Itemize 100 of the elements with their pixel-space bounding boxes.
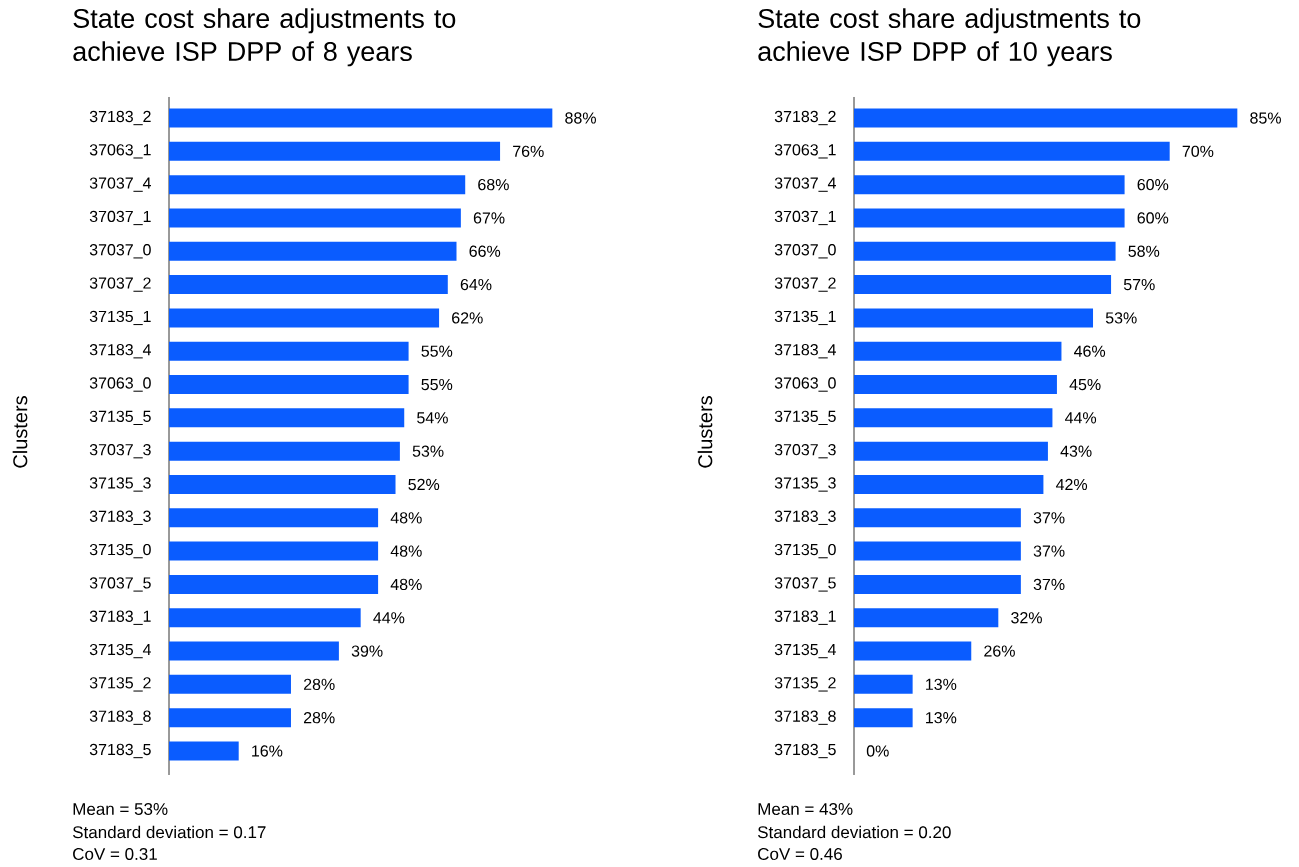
y-tick-label: 37135_3 bbox=[89, 477, 151, 492]
bar bbox=[854, 108, 1238, 128]
data-label: 64% bbox=[460, 278, 492, 291]
y-tick-label: 37037_4 bbox=[774, 177, 836, 192]
bar bbox=[854, 275, 1112, 295]
bar bbox=[169, 541, 379, 561]
y-tick-label: 37135_5 bbox=[774, 410, 836, 426]
bar bbox=[169, 308, 440, 328]
y-tick-label: 37135_5 bbox=[89, 410, 151, 426]
data-label: 39% bbox=[351, 645, 383, 657]
bar bbox=[169, 741, 239, 761]
bar bbox=[169, 674, 291, 694]
y-tick-label: 37183_8 bbox=[89, 710, 151, 725]
y-axis-title: Clusters bbox=[12, 396, 28, 468]
y-tick-label: 37135_1 bbox=[89, 310, 151, 326]
text: Standard deviation = 0.17 bbox=[72, 825, 266, 839]
bar bbox=[169, 408, 405, 428]
data-label: 67% bbox=[473, 212, 505, 224]
data-label: 60% bbox=[1137, 212, 1169, 224]
text: CoV = 0.31 bbox=[73, 847, 157, 861]
y-tick-label: 37183_2 bbox=[89, 110, 151, 126]
y-tick-label: 37183_4 bbox=[774, 344, 836, 359]
data-label: 37% bbox=[1033, 545, 1065, 557]
y-tick-label: 37037_2 bbox=[774, 277, 836, 292]
y-tick-label: 37063_0 bbox=[89, 377, 151, 392]
y-tick-label: 37037_0 bbox=[89, 244, 151, 259]
chart-title: State cost share adjustments to achieve ISP DPP of 8 years bbox=[73, 8, 456, 67]
data-label: 37% bbox=[1033, 578, 1065, 591]
bar bbox=[169, 141, 501, 161]
y-tick-label: 37063_1 bbox=[774, 144, 836, 159]
bar bbox=[854, 408, 1053, 428]
bar bbox=[169, 641, 339, 661]
bar bbox=[854, 341, 1062, 361]
y-axis-title: Clusters bbox=[697, 396, 713, 468]
bar bbox=[854, 608, 999, 628]
data-label: 0% bbox=[866, 745, 889, 757]
bar bbox=[854, 474, 1044, 494]
y-tick-label: 37037_1 bbox=[89, 210, 151, 226]
y-tick-label: 37183_2 bbox=[774, 110, 836, 126]
y-tick-label: 37135_3 bbox=[774, 477, 836, 492]
bar bbox=[854, 574, 1021, 594]
y-tick-label: 37037_3 bbox=[89, 443, 151, 459]
data-label: 43% bbox=[1060, 445, 1092, 457]
y-tick-label: 37183_1 bbox=[774, 610, 836, 625]
y-tick-label: 37135_2 bbox=[89, 677, 151, 692]
y-tick-label: 37183_1 bbox=[89, 610, 151, 625]
bar bbox=[854, 708, 913, 728]
data-label: 28% bbox=[303, 678, 335, 691]
y-tick-label: 37183_5 bbox=[89, 743, 151, 759]
bar bbox=[169, 441, 400, 461]
y-tick-label: 37037_0 bbox=[774, 244, 836, 259]
data-label: 57% bbox=[1123, 278, 1155, 291]
bar bbox=[169, 241, 457, 261]
data-label: 68% bbox=[478, 178, 509, 191]
bar bbox=[169, 208, 461, 228]
bar bbox=[169, 608, 361, 628]
data-label: 70% bbox=[1182, 145, 1214, 157]
data-label: 54% bbox=[417, 412, 448, 424]
data-label: 26% bbox=[984, 645, 1015, 657]
data-label: 28% bbox=[303, 712, 335, 724]
bar bbox=[169, 341, 409, 361]
bar bbox=[854, 508, 1021, 528]
bar bbox=[854, 241, 1116, 261]
y-tick-label: 37183_5 bbox=[774, 743, 836, 759]
bar bbox=[169, 508, 379, 528]
bar bbox=[854, 674, 913, 694]
y-tick-label: 37183_3 bbox=[774, 510, 836, 525]
data-label: 85% bbox=[1250, 112, 1281, 124]
y-tick-label: 37063_1 bbox=[89, 144, 151, 159]
y-tick-label: 37063_0 bbox=[774, 377, 836, 392]
bar bbox=[169, 375, 409, 395]
y-tick-label: 37135_4 bbox=[89, 643, 151, 659]
data-label: 76% bbox=[513, 145, 544, 157]
data-label: 53% bbox=[1105, 312, 1137, 324]
bar bbox=[854, 141, 1170, 161]
text: Mean = 53% bbox=[73, 802, 168, 816]
y-tick-label: 37037_3 bbox=[774, 443, 836, 459]
bar bbox=[854, 441, 1048, 461]
bar bbox=[169, 574, 379, 594]
bar bbox=[854, 175, 1125, 195]
data-label: 45% bbox=[1069, 378, 1101, 391]
bar bbox=[854, 541, 1021, 561]
y-tick-label: 37135_1 bbox=[774, 310, 836, 326]
text: Standard deviation = 0.20 bbox=[757, 825, 951, 839]
data-label: 44% bbox=[373, 612, 405, 624]
bar bbox=[854, 208, 1125, 228]
bar bbox=[169, 708, 291, 728]
data-label: 16% bbox=[252, 745, 283, 757]
data-label: 42% bbox=[1055, 478, 1088, 491]
bar bbox=[169, 108, 553, 128]
y-tick-label: 37037_2 bbox=[89, 277, 151, 292]
bar bbox=[169, 474, 396, 494]
data-label: 48% bbox=[390, 512, 422, 524]
bar bbox=[169, 175, 466, 195]
data-label: 48% bbox=[390, 545, 422, 557]
y-tick-label: 37037_4 bbox=[89, 177, 151, 192]
data-label: 48% bbox=[390, 578, 422, 591]
bar bbox=[854, 641, 972, 661]
text: Mean = 43% bbox=[758, 802, 853, 816]
data-label: 58% bbox=[1128, 245, 1160, 257]
